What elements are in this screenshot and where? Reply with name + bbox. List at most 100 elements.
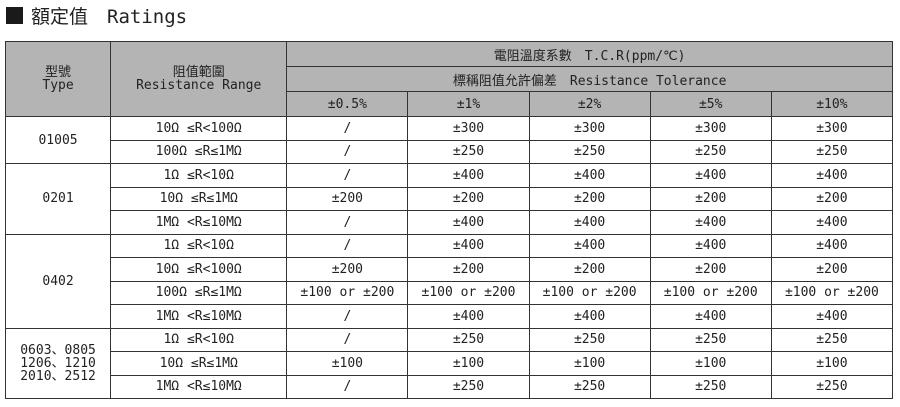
table-row: 1MΩ <R≤10MΩ / ±250 ±250 ±250 ±250 bbox=[6, 374, 894, 399]
tolerance-col: ±2% bbox=[528, 91, 651, 117]
range-header: 阻值範圍 Resistance Range bbox=[110, 41, 288, 117]
tcr-value-cell: ±200 bbox=[770, 186, 894, 211]
tcr-value-cell: ±400 bbox=[649, 210, 772, 235]
type-cell: 01005 bbox=[4, 116, 112, 164]
tcr-value-cell: ±400 bbox=[407, 210, 530, 235]
tcr-value-cell: / bbox=[286, 116, 409, 141]
table-row: 0201 1Ω ≤R<10Ω / ±400 ±400 ±400 ±400 bbox=[4, 163, 894, 235]
tcr-value-cell: ±400 bbox=[770, 304, 894, 329]
range-cell: 1MΩ <R≤10MΩ bbox=[110, 304, 288, 329]
tcr-value-cell: ±100 bbox=[407, 351, 530, 376]
table-row: 01005 10Ω ≤R<100Ω / ±300 ±300 ±300 ±300 bbox=[4, 116, 894, 164]
tcr-value-cell: / bbox=[286, 163, 409, 188]
tcr-value-cell: ±300 bbox=[649, 116, 772, 141]
tcr-value-cell: ±250 bbox=[649, 139, 772, 164]
tolerance-col: ±5% bbox=[649, 91, 772, 117]
range-cell: 1MΩ <R≤10MΩ bbox=[110, 374, 288, 399]
tcr-value-cell: ±400 bbox=[770, 233, 894, 258]
tcr-value-cell: ±250 bbox=[770, 374, 894, 399]
tcr-value-cell: ±250 bbox=[528, 374, 651, 399]
tcr-header: 電阻溫度系數 T.C.R(ppm/℃) bbox=[286, 41, 893, 67]
tcr-value-cell: / bbox=[286, 304, 409, 329]
tcr-value-cell: ±200 bbox=[286, 186, 409, 211]
table-row: 10Ω ≤R≤1MΩ ±200 ±200 ±200 ±200 ±200 bbox=[6, 186, 894, 211]
tcr-value-cell: ±400 bbox=[770, 210, 894, 235]
tcr-value-cell: ±250 bbox=[407, 139, 530, 164]
tcr-value-cell: ±400 bbox=[770, 163, 894, 188]
tcr-value-cell: ±400 bbox=[649, 163, 772, 188]
tcr-value-cell: ±250 bbox=[407, 327, 530, 352]
tcr-value-cell: ±400 bbox=[407, 163, 530, 188]
range-cell: 10Ω ≤R≤1MΩ bbox=[110, 351, 288, 376]
tcr-value-cell: ±100 or ±200 bbox=[649, 280, 772, 305]
table-row: 10Ω ≤R<100Ω ±200 ±200 ±200 ±200 ±200 bbox=[6, 257, 894, 282]
tcr-value-cell: ±300 bbox=[770, 116, 894, 141]
tcr-value-cell: ±200 bbox=[407, 257, 530, 282]
tcr-value-cell: ±250 bbox=[770, 327, 894, 352]
tcr-value-cell: / bbox=[286, 139, 409, 164]
tcr-value-cell: ±400 bbox=[528, 233, 651, 258]
tcr-value-cell: ±100 or ±200 bbox=[407, 280, 530, 305]
tcr-value-cell: / bbox=[286, 233, 409, 258]
range-cell: 1Ω ≤R<10Ω bbox=[110, 163, 288, 188]
tcr-value-cell: ±100 bbox=[286, 351, 409, 376]
range-cell: 10Ω ≤R<100Ω bbox=[110, 257, 288, 282]
table-row: 0603、0805 1206、1210 2010、2512 1Ω ≤R<10Ω / ±25… bbox=[4, 327, 894, 399]
tcr-value-cell: ±400 bbox=[528, 163, 651, 188]
range-cell: 100Ω ≤R≤1MΩ bbox=[110, 280, 288, 305]
table-row: 0402 1Ω ≤R<10Ω / ±400 ±400 ±400 ±400 bbox=[4, 233, 894, 329]
tcr-value-cell: ±100 bbox=[528, 351, 651, 376]
tcr-value-cell: ±100 or ±200 bbox=[286, 280, 409, 305]
tcr-value-cell: ±100 bbox=[770, 351, 894, 376]
tcr-value-cell: / bbox=[286, 327, 409, 352]
tcr-value-cell: ±250 bbox=[770, 139, 894, 164]
tcr-value-cell: ±400 bbox=[649, 304, 772, 329]
section-title: 額定值 Ratings bbox=[6, 2, 187, 29]
tcr-value-cell: ±200 bbox=[528, 186, 651, 211]
tcr-value-cell: ±250 bbox=[528, 327, 651, 352]
table-row: 1MΩ <R≤10MΩ / ±400 ±400 ±400 ±400 bbox=[6, 304, 894, 329]
range-cell: 1Ω ≤R<10Ω bbox=[110, 233, 288, 258]
tcr-value-cell: ±200 bbox=[528, 257, 651, 282]
range-cell: 1Ω ≤R<10Ω bbox=[110, 327, 288, 352]
range-cell: 10Ω ≤R≤1MΩ bbox=[110, 186, 288, 211]
tolerance-header: 標稱阻值允許偏差 Resistance Tolerance bbox=[286, 66, 893, 92]
tcr-value-cell: ±250 bbox=[528, 139, 651, 164]
tcr-value-cell: ±200 bbox=[649, 257, 772, 282]
tcr-value-cell: ±300 bbox=[407, 116, 530, 141]
type-cell: 0402 bbox=[4, 233, 112, 329]
tcr-value-cell: ±400 bbox=[407, 304, 530, 329]
range-cell: 100Ω ≤R≤1MΩ bbox=[110, 139, 288, 164]
tcr-value-cell: ±250 bbox=[407, 374, 530, 399]
tcr-value-cell: ±400 bbox=[528, 304, 651, 329]
tolerance-col: ±10% bbox=[770, 91, 894, 117]
range-cell: 10Ω ≤R<100Ω bbox=[110, 116, 288, 141]
table-row: 1MΩ <R≤10MΩ / ±400 ±400 ±400 ±400 bbox=[6, 210, 894, 235]
ratings-table: 型號 Type 阻值範圍 Resistance Range 電阻溫度系數 T.C.R… bbox=[4, 41, 894, 399]
section-title-text: 額定值 Ratings bbox=[31, 6, 188, 28]
tcr-value-cell: ±400 bbox=[407, 233, 530, 258]
tcr-value-cell: ±400 bbox=[649, 233, 772, 258]
tcr-value-cell: ±300 bbox=[528, 116, 651, 141]
type-header: 型號 Type bbox=[4, 41, 112, 117]
tcr-value-cell: ±250 bbox=[649, 327, 772, 352]
tcr-value-cell: ±400 bbox=[528, 210, 651, 235]
tcr-value-cell: ±200 bbox=[407, 186, 530, 211]
table-row: 100Ω ≤R≤1MΩ ±100 or ±200 ±100 or ±200 ±100 … bbox=[6, 280, 894, 305]
table-row: 10Ω ≤R≤1MΩ ±100 ±100 ±100 ±100 ±100 bbox=[6, 351, 894, 376]
tolerance-col: ±1% bbox=[407, 91, 530, 117]
tcr-value-cell: ±100 bbox=[649, 351, 772, 376]
tolerance-col: ±0.5% bbox=[286, 91, 409, 117]
tcr-value-cell: / bbox=[286, 374, 409, 399]
type-cell: 0603、0805 1206、1210 2010、2512 bbox=[4, 327, 112, 399]
range-cell: 1MΩ <R≤10MΩ bbox=[110, 210, 288, 235]
tcr-value-cell: ±100 or ±200 bbox=[528, 280, 651, 305]
tcr-value-cell: ±200 bbox=[286, 257, 409, 282]
tcr-value-cell: ±200 bbox=[770, 257, 894, 282]
black-square-icon bbox=[6, 7, 23, 24]
table-row: 100Ω ≤R≤1MΩ / ±250 ±250 ±250 ±250 bbox=[6, 139, 894, 164]
type-cell: 0201 bbox=[4, 163, 112, 235]
tcr-value-cell: / bbox=[286, 210, 409, 235]
tcr-value-cell: ±100 or ±200 bbox=[770, 280, 894, 305]
tcr-value-cell: ±200 bbox=[649, 186, 772, 211]
